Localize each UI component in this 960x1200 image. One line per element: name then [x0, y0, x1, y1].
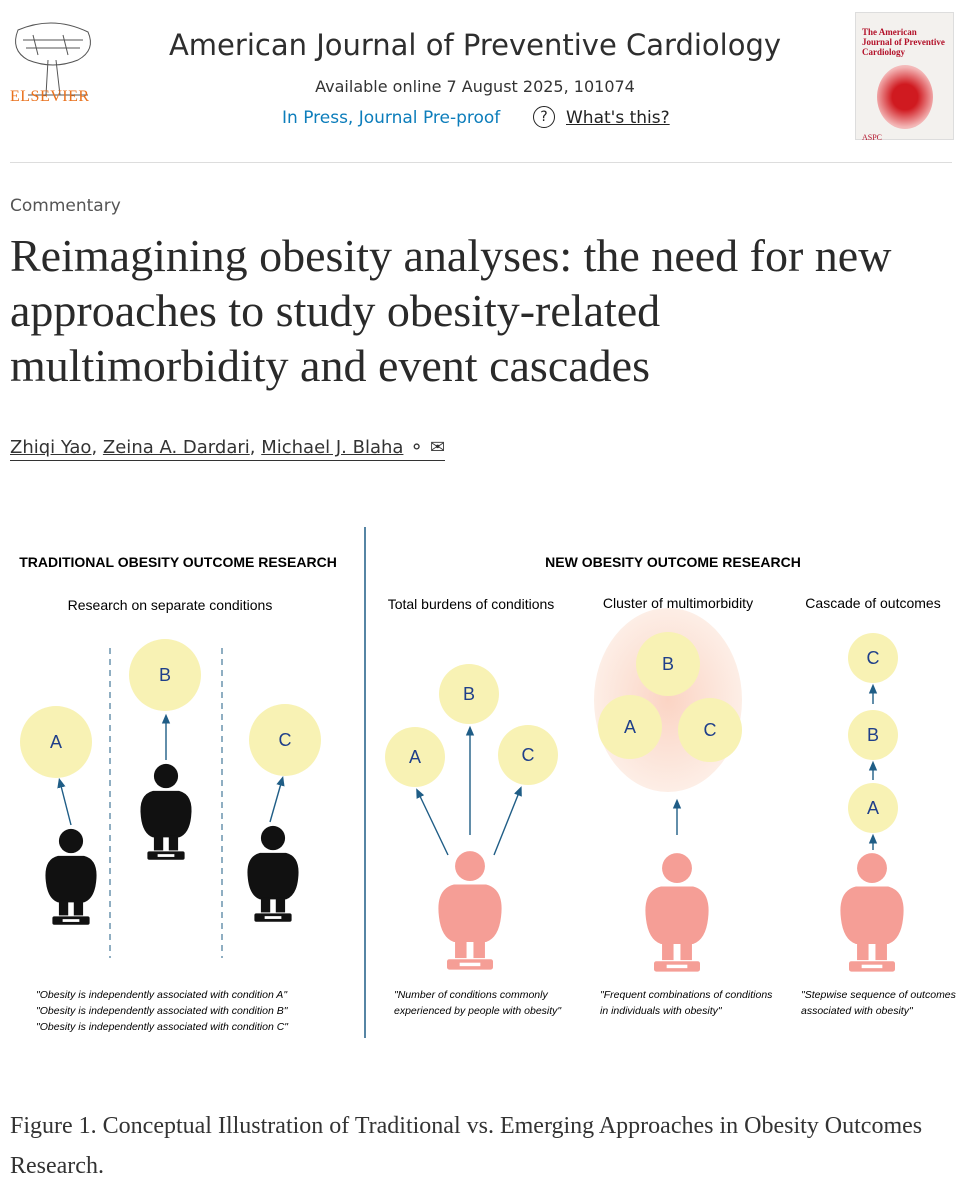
author-link[interactable]: Michael J. Blaha — [261, 437, 404, 458]
svg-text:C: C — [522, 745, 535, 765]
cover-badge: ASPC — [862, 133, 883, 142]
person-on-scale-icon — [840, 853, 904, 972]
heart-image — [876, 65, 933, 129]
quote: "Obesity is independently associated wit… — [36, 989, 288, 1001]
svg-text:C: C — [867, 648, 880, 668]
article-status: In Press, Journal Pre-proof — [282, 108, 501, 128]
author-link[interactable]: Zeina A. Dardari — [102, 437, 250, 458]
traditional-heading: TRADITIONAL OBESITY OUTCOME RESEARCH — [19, 554, 337, 570]
condition-b: B — [636, 632, 700, 696]
condition-c: C — [498, 725, 558, 785]
journal-title[interactable]: American Journal of Preventive Cardiolog… — [168, 28, 782, 62]
question-circle-icon[interactable]: ? — [533, 106, 555, 128]
svg-text:B: B — [662, 654, 674, 674]
availability-text: Available online 7 August 2025, 101074 — [315, 77, 635, 96]
svg-text:C: C — [279, 730, 292, 750]
person-on-scale-icon — [140, 763, 192, 860]
arrow — [493, 786, 522, 856]
article-type: Commentary — [10, 196, 121, 216]
figure-1: TRADITIONAL OBESITY OUTCOME RESEARCH Res… — [19, 527, 957, 1038]
publisher-name: ELSEVIER — [10, 88, 90, 105]
whats-this-link[interactable]: What's this? — [566, 108, 670, 128]
quote: experienced by people with obesity" — [394, 1005, 562, 1017]
arrow — [416, 788, 449, 856]
panel-subheading: Cascade of outcomes — [805, 595, 940, 611]
quote: "Number of conditions commonly — [394, 989, 548, 1001]
author-link[interactable]: Zhiqi Yao — [10, 437, 92, 458]
condition-c: C — [678, 698, 742, 762]
article-title: Reimagining obesity analyses: the need f… — [10, 230, 892, 391]
quote: associated with obesity" — [801, 1005, 914, 1017]
cover-title: The American Journal of Preventive Cardi… — [862, 27, 945, 57]
svg-text:A: A — [409, 747, 421, 767]
svg-text:C: C — [704, 720, 717, 740]
svg-text:B: B — [463, 684, 475, 704]
panel-subheading: Total burdens of conditions — [388, 596, 555, 612]
divider — [10, 162, 952, 163]
condition-c: C — [848, 633, 898, 683]
svg-text:A: A — [50, 732, 62, 752]
person-icon[interactable]: ⚬ — [409, 437, 425, 458]
person-on-scale-icon — [645, 853, 709, 972]
condition-b: B — [439, 664, 499, 724]
person-on-scale-icon — [247, 825, 299, 922]
envelope-icon[interactable]: ✉ — [430, 437, 446, 458]
svg-text:A: A — [624, 717, 636, 737]
svg-text:A: A — [867, 798, 879, 818]
condition-b: B — [848, 710, 898, 760]
condition-a: A — [20, 706, 92, 778]
figure-caption: Figure 1. Conceptual Illustration of Tra… — [10, 1113, 923, 1179]
condition-c: C — [249, 704, 321, 776]
new-heading: NEW OBESITY OUTCOME RESEARCH — [545, 554, 801, 570]
quote: "Stepwise sequence of outcomes — [801, 989, 957, 1001]
person-on-scale-icon — [438, 851, 502, 970]
person-on-scale-icon — [45, 828, 97, 925]
quote: in individuals with obesity" — [600, 1005, 723, 1017]
panel-subheading: Cluster of multimorbidity — [603, 595, 753, 611]
quote: "Obesity is independently associated wit… — [36, 1021, 289, 1033]
arrow — [57, 777, 72, 826]
condition-a: A — [848, 783, 898, 833]
arrow — [269, 775, 285, 823]
journal-cover[interactable]: The American Journal of Preventive Cardi… — [855, 12, 954, 142]
svg-text:B: B — [867, 725, 879, 745]
condition-a: A — [598, 695, 662, 759]
quote: "Frequent combinations of conditions — [600, 989, 773, 1001]
condition-a: A — [385, 727, 445, 787]
condition-b: B — [129, 639, 201, 711]
quote: "Obesity is independently associated wit… — [36, 1005, 289, 1017]
author-list: Zhiqi Yao, Zeina A. Dardari, Michael J. … — [10, 437, 446, 461]
svg-text:B: B — [159, 665, 171, 685]
traditional-subheading: Research on separate conditions — [68, 597, 273, 613]
elsevier-tree-logo — [15, 22, 91, 96]
